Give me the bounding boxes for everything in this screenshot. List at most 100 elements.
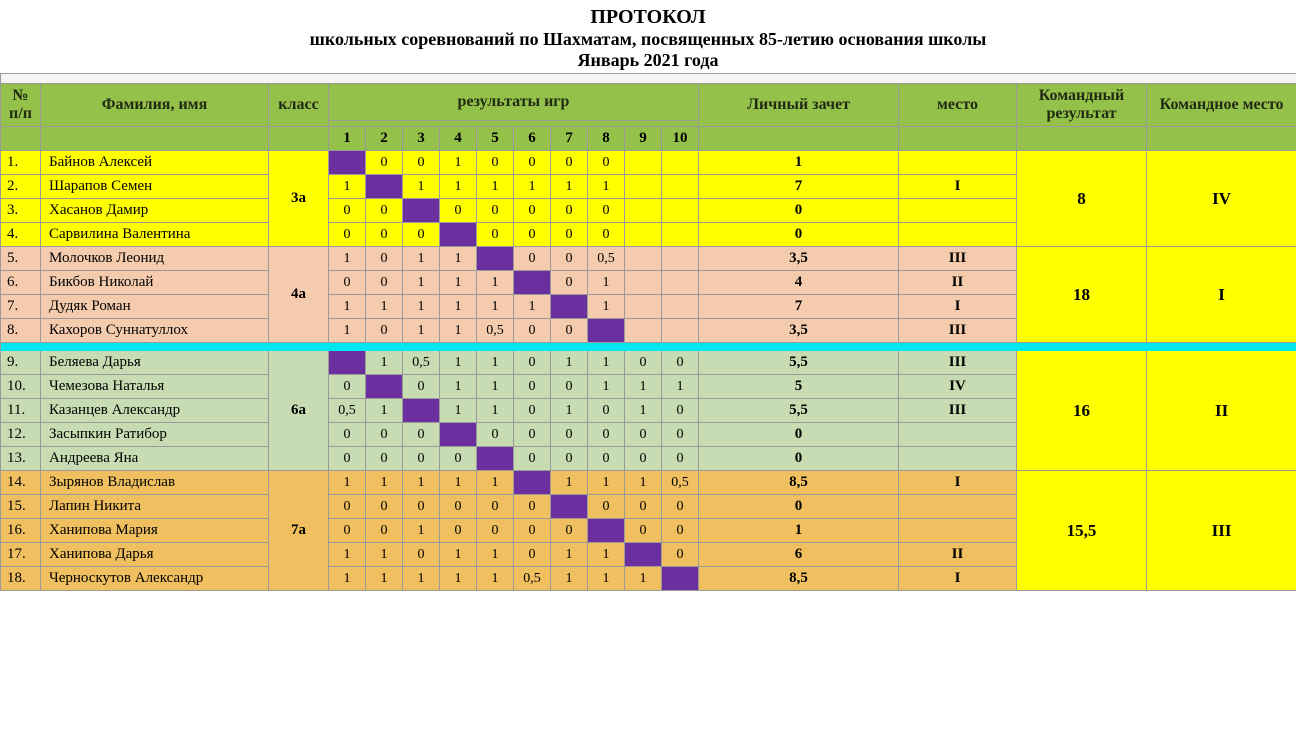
- game-cell: 0: [366, 495, 403, 519]
- personal-place: IV: [899, 375, 1017, 399]
- player-name: Ханипова Мария: [41, 519, 269, 543]
- game-cell: [662, 295, 699, 319]
- game-cell: 0: [366, 151, 403, 175]
- game-cell: 1: [477, 567, 514, 591]
- game-cell: 1: [551, 471, 588, 495]
- game-cell: 0: [514, 247, 551, 271]
- game-cell: [662, 175, 699, 199]
- game-cell: [662, 199, 699, 223]
- game-cell: 0: [477, 519, 514, 543]
- game-cell: [551, 495, 588, 519]
- personal-score: 1: [699, 151, 899, 175]
- game-cell: 0: [662, 495, 699, 519]
- game-cell: [662, 151, 699, 175]
- gnum: 10: [662, 127, 699, 151]
- row-number: 13.: [1, 447, 41, 471]
- hdr-games: результаты игр: [329, 84, 699, 121]
- game-cell: [588, 519, 625, 543]
- game-cell: 0: [329, 423, 366, 447]
- game-cell: 0: [329, 495, 366, 519]
- row-number: 9.: [1, 351, 41, 375]
- team-place: IV: [1147, 151, 1296, 247]
- game-cell: 1: [477, 175, 514, 199]
- game-cell: [551, 295, 588, 319]
- row-number: 2.: [1, 175, 41, 199]
- game-cell: 0: [662, 399, 699, 423]
- team-place: III: [1147, 471, 1296, 591]
- game-cell: 0: [477, 151, 514, 175]
- game-cell: 1: [329, 471, 366, 495]
- game-cell: 0: [366, 447, 403, 471]
- game-cell: [625, 295, 662, 319]
- game-cell: 1: [440, 175, 477, 199]
- player-name: Андреева Яна: [41, 447, 269, 471]
- game-cell: 0: [514, 375, 551, 399]
- game-cell: 1: [366, 399, 403, 423]
- game-cell: 1: [366, 471, 403, 495]
- personal-score: 5: [699, 375, 899, 399]
- game-cell: 0: [440, 447, 477, 471]
- player-name: Черноскутов Александр: [41, 567, 269, 591]
- game-cell: 0: [440, 495, 477, 519]
- personal-score: 3,5: [699, 247, 899, 271]
- game-cell: 1: [366, 351, 403, 375]
- personal-place: [899, 447, 1017, 471]
- game-cell: 1: [477, 271, 514, 295]
- game-cell: 0: [366, 247, 403, 271]
- title-block: ПРОТОКОЛ школьных соревнований по Шахмат…: [0, 0, 1296, 73]
- game-cell: 0: [329, 199, 366, 223]
- game-cell: [625, 319, 662, 343]
- game-cell: [440, 423, 477, 447]
- game-cell: 0: [588, 399, 625, 423]
- game-cell: 0: [588, 199, 625, 223]
- personal-place: II: [899, 271, 1017, 295]
- game-cell: 0: [403, 151, 440, 175]
- hdr-name: Фамилия, имя: [41, 84, 269, 127]
- game-cell: [366, 375, 403, 399]
- row-number: 17.: [1, 543, 41, 567]
- game-cell: 0: [625, 423, 662, 447]
- header-row: № п/п Фамилия, имя класс результаты игр …: [1, 84, 1296, 121]
- game-cell: 1: [440, 543, 477, 567]
- hdr-place: место: [899, 84, 1017, 127]
- game-cell: 0: [514, 351, 551, 375]
- personal-place: II: [899, 543, 1017, 567]
- team-result: 18: [1017, 247, 1147, 343]
- game-cell: [662, 247, 699, 271]
- table-row: 9.Беляева Дарья6а10,511011005,5III16II: [1, 351, 1296, 375]
- game-cell: 0: [477, 199, 514, 223]
- game-cell: 1: [403, 319, 440, 343]
- player-name: Лапин Никита: [41, 495, 269, 519]
- game-cell: 0: [403, 495, 440, 519]
- game-cell: 0,5: [477, 319, 514, 343]
- row-number: 16.: [1, 519, 41, 543]
- game-cell: 1: [366, 567, 403, 591]
- row-number: 11.: [1, 399, 41, 423]
- game-cell: 0: [329, 271, 366, 295]
- personal-place: [899, 223, 1017, 247]
- game-cell: 0: [477, 223, 514, 247]
- game-cell: 0: [625, 351, 662, 375]
- gnum: 4: [440, 127, 477, 151]
- game-cell: 1: [403, 519, 440, 543]
- game-cell: 1: [477, 471, 514, 495]
- game-cell: 0: [477, 495, 514, 519]
- gnum: 1: [329, 127, 366, 151]
- personal-place: I: [899, 295, 1017, 319]
- game-cell: 0: [514, 519, 551, 543]
- game-cell: 0: [662, 543, 699, 567]
- game-cell: 0: [329, 447, 366, 471]
- game-cell: 0,5: [514, 567, 551, 591]
- game-cell: 0: [588, 495, 625, 519]
- game-cell: 1: [588, 567, 625, 591]
- game-cell: 0: [625, 495, 662, 519]
- game-cell: [514, 471, 551, 495]
- row-number: 1.: [1, 151, 41, 175]
- game-cell: [329, 151, 366, 175]
- game-cell: 0: [514, 543, 551, 567]
- game-cell: 1: [403, 271, 440, 295]
- game-cell: 1: [588, 295, 625, 319]
- game-cell: 0: [551, 319, 588, 343]
- game-cell: [662, 271, 699, 295]
- game-cell: 1: [329, 567, 366, 591]
